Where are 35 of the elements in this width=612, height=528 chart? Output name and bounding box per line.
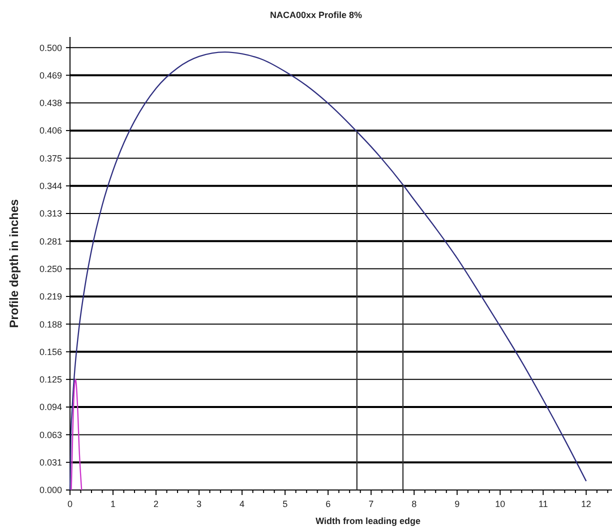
y-tick-label: 0.375	[39, 153, 62, 164]
x-axis-title: Width from leading edge	[316, 516, 421, 526]
x-tick-label: 5	[282, 499, 288, 509]
line-series	[70, 378, 82, 491]
y-tick-label: 0.031	[39, 458, 62, 468]
y-tick-label: 0.469	[39, 70, 62, 80]
y-tick-label: 0.344	[39, 181, 62, 192]
x-tick-label: 10	[495, 499, 506, 509]
y-tick-label: 0.125	[39, 374, 62, 385]
chart-title: NACA00xx Profile 8%	[270, 10, 362, 20]
x-tick-label: 3	[196, 499, 202, 509]
y-tick-label: 0.094	[39, 402, 62, 412]
x-tick-label: 9	[454, 499, 460, 509]
y-tick-label: 0.406	[39, 126, 62, 136]
x-tick-label: 0	[67, 499, 73, 509]
line-series	[69, 51, 587, 491]
x-tick-label: 8	[412, 499, 417, 509]
y-tick-label: 0.250	[39, 264, 62, 274]
x-tick-label: 2	[154, 499, 159, 509]
x-tick-label: 11	[538, 499, 548, 509]
y-tick-label: 0.188	[39, 319, 62, 330]
y-tick-label: 0.313	[39, 208, 62, 219]
x-tick-label: 4	[240, 499, 245, 509]
y-tick-label: 0.438	[39, 98, 62, 108]
y-tick-label: 0.156	[39, 346, 62, 357]
y-tick-label: 0.000	[39, 485, 62, 496]
y-tick-label: 0.500	[39, 42, 62, 53]
y-axis-title: Profile depth in inches	[7, 198, 21, 328]
y-tick-label: 0.219	[39, 292, 62, 302]
y-tick-label: 0.063	[39, 430, 62, 440]
y-tick-label: 0.281	[39, 236, 62, 246]
x-tick-label: 7	[368, 499, 374, 509]
x-tick-label: 1	[110, 499, 116, 509]
x-tick-label: 12	[581, 499, 592, 509]
x-tick-label: 6	[326, 499, 331, 509]
